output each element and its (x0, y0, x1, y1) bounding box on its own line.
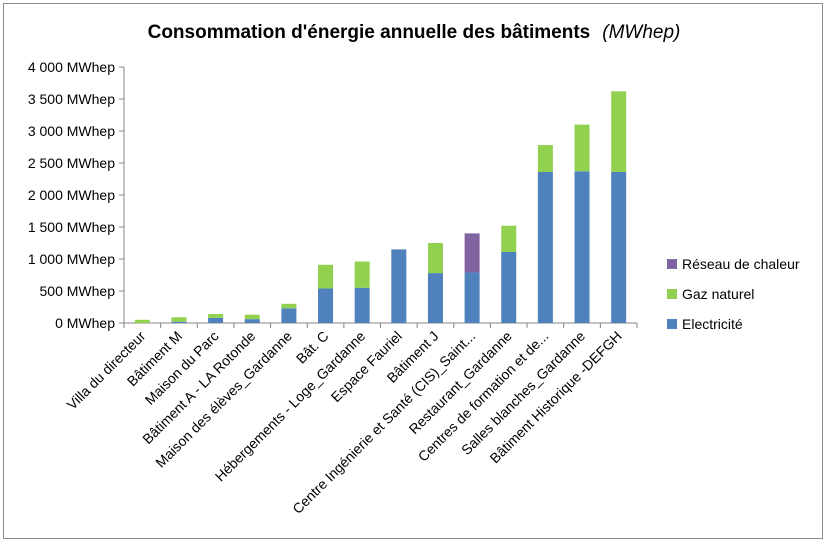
bar-electricit--1 (171, 321, 187, 323)
legend-label-gaz-naturel: Gaz naturel (682, 286, 754, 302)
legend-swatch-r-seau-de-chaleur (667, 259, 677, 269)
y-tick-label: 2 500 MWhep (28, 155, 115, 171)
y-tick-label: 3 000 MWhep (28, 123, 115, 139)
y-tick-label: 500 MWhep (40, 283, 116, 299)
bar-electricit--2 (208, 317, 224, 323)
chart-title: Consommation d'énergie annuelle des bâti… (148, 22, 681, 43)
bar-gaz-naturel-1 (171, 317, 187, 322)
bar-gaz-naturel-4 (281, 303, 297, 309)
plot-area: 0 MWhep 500 MWhep 1 000 MWhep 1 500 MWhep 2 … (28, 59, 638, 517)
bar-gaz-naturel-6 (354, 261, 370, 288)
y-tick-label: 1 500 MWhep (28, 219, 115, 235)
bar-gaz-naturel-5 (318, 264, 334, 289)
bar-gaz-naturel-10 (501, 225, 517, 252)
legend-swatch-gaz-naturel (667, 289, 677, 299)
legend-swatch-electricit- (667, 319, 677, 329)
bar-electricit--3 (244, 319, 260, 323)
bar-electricit--5 (318, 288, 334, 323)
bar-r-seau-de-chaleur-9 (464, 233, 480, 273)
chart-title-unit: (MWhep) (602, 22, 680, 43)
bar-electricit--6 (354, 287, 370, 323)
y-tick-label: 4 000 MWhep (28, 59, 115, 75)
bar-gaz-naturel-0 (134, 319, 150, 323)
bar-electricit--13 (611, 171, 627, 323)
legend-label-electricit-: Electricité (682, 316, 743, 332)
bar-electricit--8 (427, 273, 443, 323)
y-tick-label: 0 MWhep (55, 315, 115, 331)
legend: Réseau de chaleur Gaz naturel Electricité (667, 256, 800, 332)
bar-electricit--12 (574, 171, 590, 323)
bar-gaz-naturel-11 (537, 145, 553, 172)
chart-frame (3, 3, 823, 539)
bar-gaz-naturel-13 (611, 91, 627, 172)
bar-electricit--11 (537, 171, 553, 323)
bar-gaz-naturel-2 (208, 314, 224, 318)
bar-electricit--4 (281, 308, 297, 323)
bar-electricit--9 (464, 272, 480, 323)
bar-gaz-naturel-12 (574, 124, 590, 172)
bar-gaz-naturel-3 (244, 314, 260, 320)
legend-label-r-seau-de-chaleur: Réseau de chaleur (682, 256, 800, 272)
chart-title-main: Consommation d'énergie annuelle des bâti… (148, 22, 591, 43)
bar-electricit--7 (391, 249, 407, 323)
y-tick-label: 3 500 MWhep (28, 91, 115, 107)
y-tick-label: 2 000 MWhep (28, 187, 115, 203)
bar-electricit--10 (501, 251, 517, 323)
bar-gaz-naturel-8 (427, 243, 443, 274)
y-tick-label: 1 000 MWhep (28, 251, 115, 267)
